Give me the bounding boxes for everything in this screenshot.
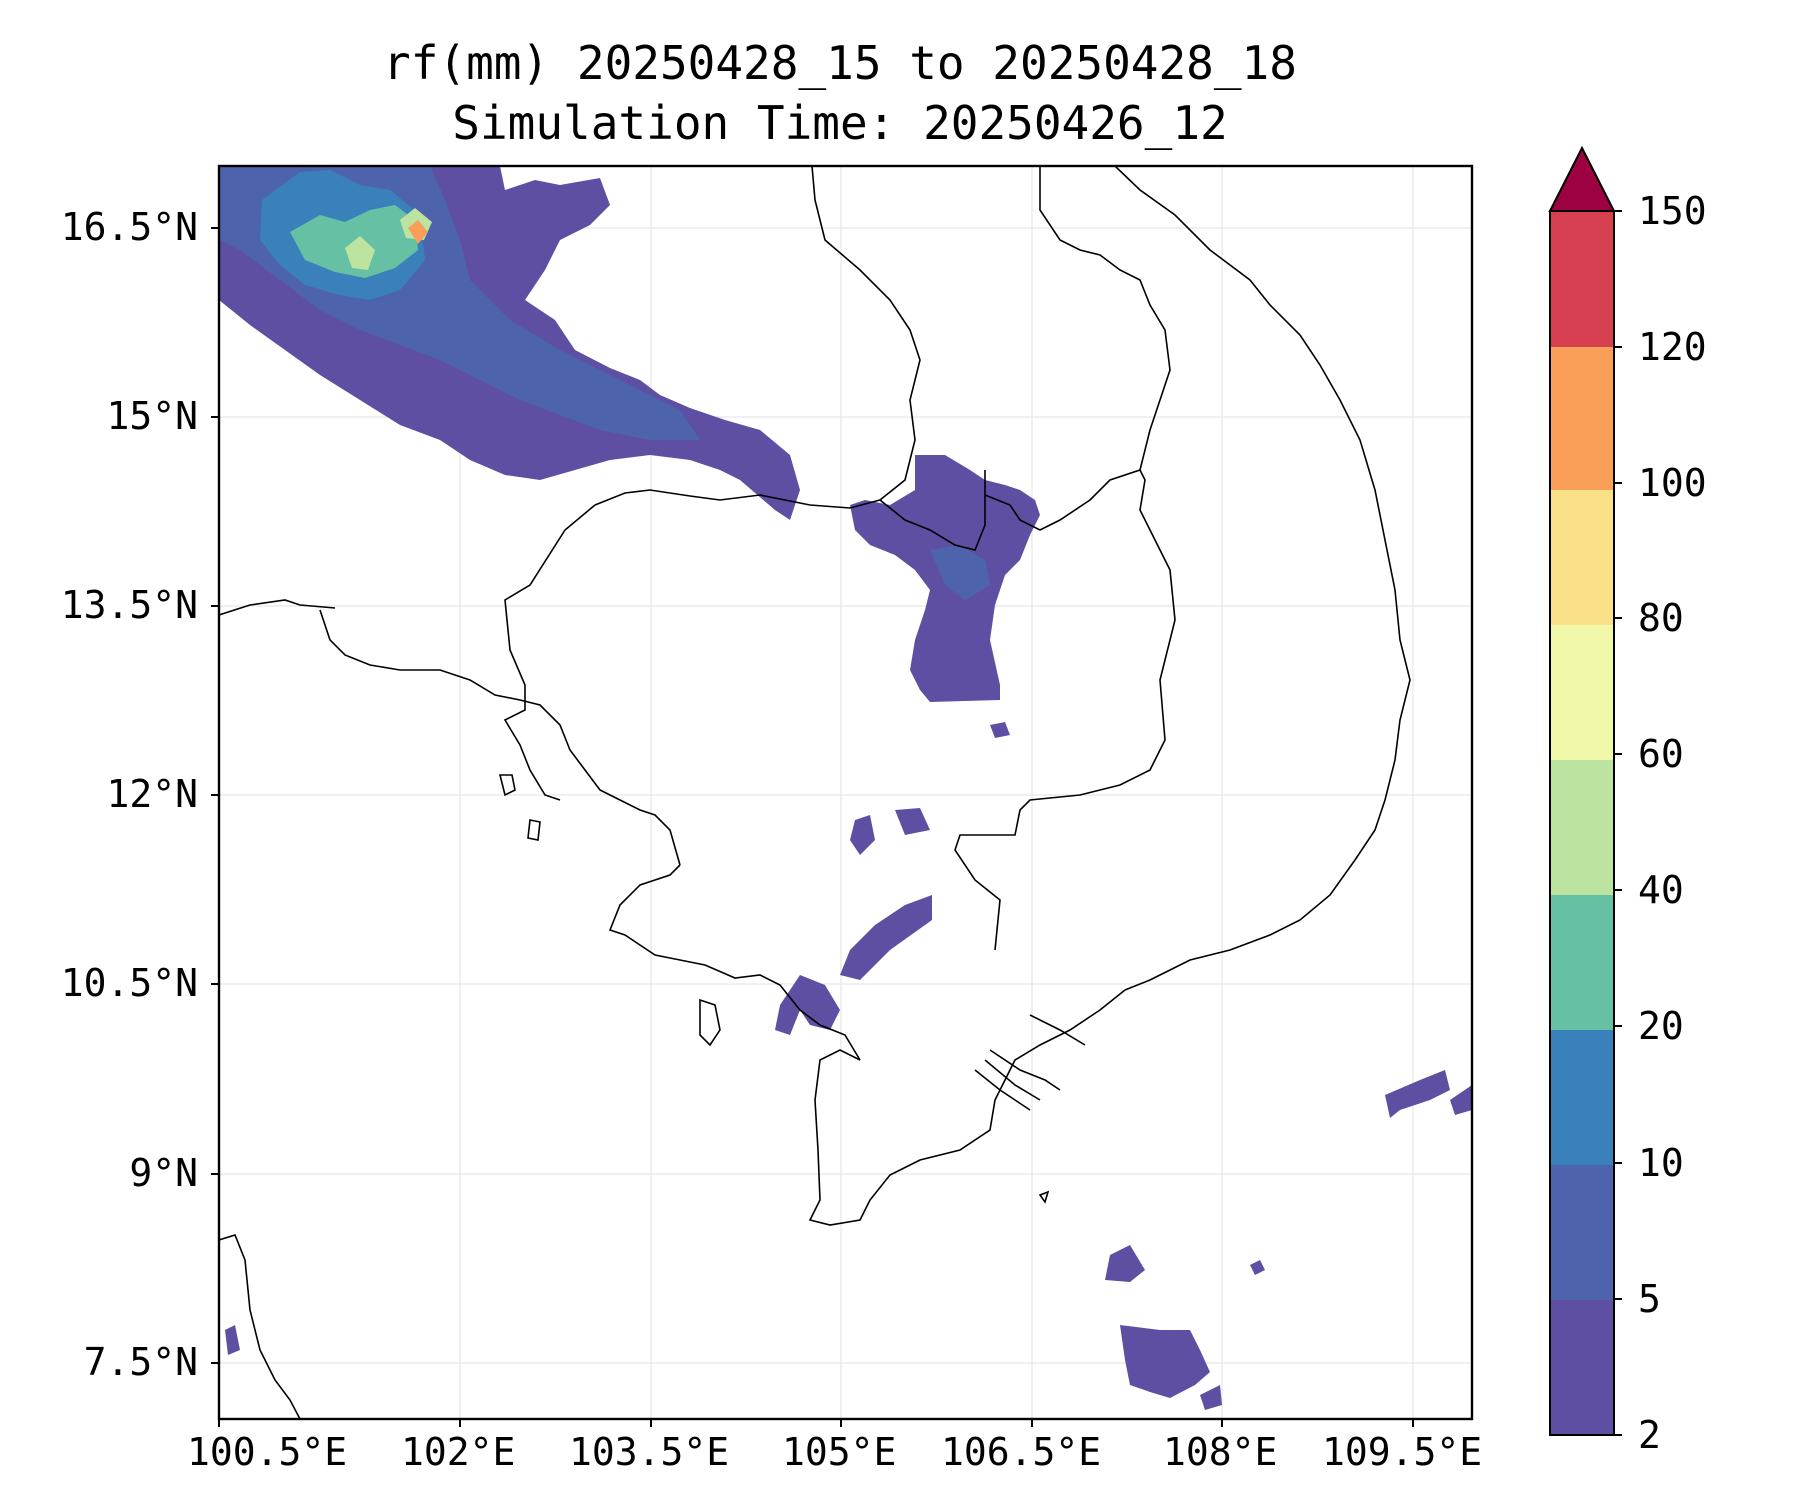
map-frame (217, 164, 1474, 1421)
border-cambodia-west (503, 504, 596, 801)
colorbar-segment-10-20 (1550, 1030, 1614, 1165)
colorbar-tick-label: 80 (1638, 596, 1684, 640)
lon-tick-label: 108°E (1163, 1430, 1278, 1474)
colorbar-frame (1549, 210, 1615, 1436)
colorbar (1548, 145, 1622, 1436)
map-title-line2: Simulation Time: 20250426_12 (452, 96, 1228, 150)
border-thailand-cambodia-north (219, 599, 336, 616)
rain-region-small-3 (990, 722, 1010, 738)
lat-tick-label: 12°N (106, 772, 198, 816)
island-koh-kong (498, 774, 516, 797)
colorbar-segment-2-5 (1550, 1300, 1614, 1435)
rain-region-small-5 (225, 1325, 240, 1355)
coast-peninsula-south (219, 1234, 301, 1419)
colorbar-tick-label: 5 (1638, 1277, 1661, 1321)
colorbar-segment-40-60 (1550, 760, 1614, 895)
rain-region-cambodia-north-10mm (930, 545, 990, 600)
colorbar-tick-label: 60 (1638, 732, 1684, 776)
rain-region-northwest-peak (408, 220, 428, 244)
lon-tick-label: 100.5°E (187, 1430, 348, 1474)
coast-gulf-thailand (608, 864, 861, 1061)
colorbar-tick-label: 150 (1638, 189, 1707, 233)
lon-tick-label: 103.5°E (569, 1430, 730, 1474)
lon-tick-label: 102°E (401, 1430, 516, 1474)
rain-region-offshore-a (1105, 1245, 1145, 1282)
lon-tick-label: 106.5°E (941, 1430, 1102, 1474)
rain-region-east (1385, 1070, 1450, 1118)
gridlines (219, 166, 1472, 1419)
coast-thailand-east (319, 609, 681, 866)
rain-region-cambodia-south (840, 895, 932, 980)
rain-region-offshore-c (1200, 1385, 1222, 1410)
lon-tick-label: 109.5°E (1322, 1430, 1483, 1474)
map-title-line1: rf(mm) 20250428_15 to 20250428_18 (383, 36, 1297, 90)
border-thailand-laos (594, 470, 986, 551)
lat-tick-label: 15°N (106, 394, 198, 438)
rainfall-layer (219, 166, 1472, 1410)
coast-mekong-delta (808, 989, 1126, 1226)
coast-mekong-channels (974, 1014, 1086, 1111)
border-laos-vietnam (1039, 166, 1171, 471)
lat-tick-label: 10.5°N (60, 961, 198, 1005)
rain-region-east-b (1450, 1085, 1472, 1115)
colorbar-tick-label: 2 (1638, 1413, 1661, 1457)
colorbar-segment-100-120 (1550, 347, 1614, 490)
lat-tick-label: 13.5°N (60, 583, 198, 627)
lat-tick-label: 7.5°N (83, 1340, 198, 1384)
colorbar-segment-80-100 (1550, 490, 1614, 625)
lat-tick-label: 9°N (129, 1151, 198, 1195)
rain-region-small-2 (895, 808, 930, 835)
island-koh-chang (527, 819, 541, 841)
tick-marks (211, 227, 1414, 1427)
colorbar-tick-label: 100 (1638, 461, 1707, 505)
colorbar-tick-label: 20 (1638, 1004, 1684, 1048)
colorbar-tick-label: 10 (1638, 1141, 1684, 1185)
rain-region-small-1 (850, 815, 875, 855)
coast-vietnam-east (1114, 166, 1411, 991)
rain-region-offshore-b (1120, 1325, 1210, 1398)
island-conson (1038, 1190, 1050, 1204)
colorbar-segment-20-40 (1550, 895, 1614, 1030)
lon-tick-label: 105°E (782, 1430, 897, 1474)
colorbar-extend-max-triangle (1548, 145, 1616, 212)
colorbar-segment-60-80 (1550, 625, 1614, 760)
lat-tick-label: 16.5°N (60, 205, 198, 249)
colorbar-tick-label: 120 (1638, 325, 1707, 369)
island-phuquoc (699, 998, 721, 1047)
border-cambodia-east (954, 469, 1176, 951)
rain-region-northwest-60mm (345, 236, 375, 270)
colorbar-segment-5-10 (1550, 1165, 1614, 1300)
border-laos-thailand-north (811, 166, 921, 501)
colorbar-tick-label: 40 (1638, 868, 1684, 912)
rain-region-coast-a (775, 975, 840, 1035)
colorbar-segment-120-150 (1550, 211, 1614, 347)
coastlines-borders (219, 166, 1411, 1419)
rain-region-small-4 (1250, 1260, 1265, 1275)
